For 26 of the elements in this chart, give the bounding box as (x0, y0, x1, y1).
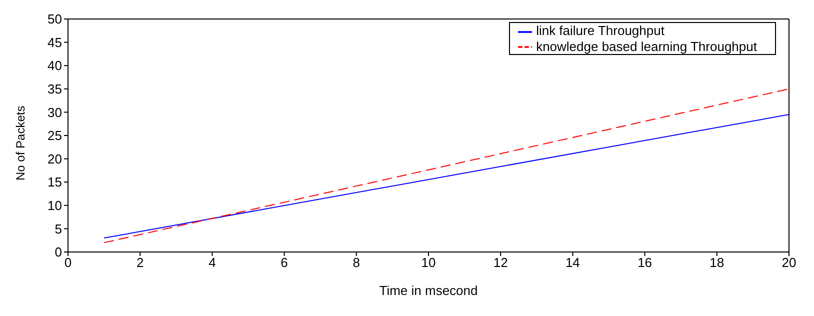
x-tick-label: 2 (136, 255, 144, 270)
x-tick-label: 18 (710, 255, 724, 270)
y-tick-label: 5 (54, 221, 62, 236)
x-tick-label: 0 (64, 255, 72, 270)
x-tick-label: 8 (352, 255, 360, 270)
y-tick-label: 45 (48, 34, 62, 50)
y-axis-title: No of Packets (13, 106, 28, 180)
y-tick-label: 30 (48, 104, 62, 120)
y-tick-label: 20 (48, 151, 62, 166)
y-tick-label: 15 (48, 174, 62, 190)
x-tick-label: 4 (208, 255, 216, 270)
x-tick-label: 20 (782, 255, 796, 270)
x-tick-label: 16 (638, 255, 652, 270)
x-tick-label: 12 (493, 255, 508, 270)
y-tick-label: 35 (48, 82, 62, 97)
y-tick-label: 0 (54, 244, 62, 260)
y-tick-label: 10 (48, 198, 62, 214)
x-tick-label: 14 (565, 255, 580, 270)
x-tick-label: 10 (421, 255, 436, 270)
y-tick-label: 50 (48, 12, 62, 27)
x-axis-title: Time in msecond (379, 283, 478, 298)
y-tick-label: 25 (48, 128, 62, 144)
y-tick-label: 40 (48, 58, 62, 74)
legend-label: link failure Throughput (536, 23, 664, 38)
x-tick-label: 6 (280, 255, 288, 270)
legend-label: knowledge based learning Throughput (536, 38, 757, 54)
